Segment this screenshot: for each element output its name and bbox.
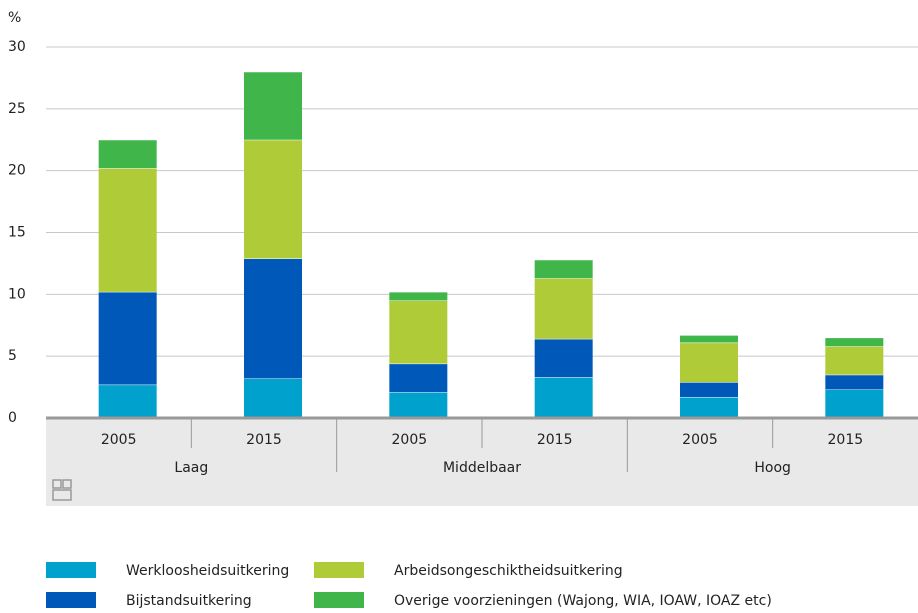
x-tick-label: 2005 [392,432,428,448]
bar-segment [244,378,302,418]
bar-segment [825,337,884,347]
bar-segment [244,139,302,259]
bar-segment [98,168,157,292]
legend-swatch [314,562,364,578]
legend-swatch [46,562,96,578]
y-tick-label: 30 [8,39,26,55]
y-tick-label: 25 [8,101,26,117]
y-tick-label: 15 [8,225,26,241]
bar-segment [825,346,884,375]
legend-label: Overige voorzieningen (Wajong, WIA, IOAW… [394,593,772,609]
bar-segment [389,363,448,393]
bar-segment [534,259,593,279]
bar-segment [534,278,593,339]
bar-segment [825,389,884,418]
group-label: Hoog [754,460,791,476]
group-label: Middelbaar [443,460,521,476]
x-tick-label: 2015 [828,432,864,448]
x-tick-label: 2005 [682,432,718,448]
bar-segment [534,338,593,378]
legend-label: Bijstandsuitkering [126,593,252,609]
x-tick-label: 2015 [537,432,573,448]
y-tick-label: 0 [8,410,17,426]
y-tick-label: 5 [8,348,17,364]
legend-label: Werkloosheidsuitkering [126,563,289,579]
bar-segment [389,291,448,301]
bar-segment [534,377,593,418]
legend-swatch [46,592,96,608]
y-unit: % [8,10,21,26]
bar-segment [98,384,157,418]
logo [52,479,72,501]
x-tick-label: 2005 [101,432,137,448]
bar-segment [244,258,302,379]
y-tick-label: 10 [8,286,26,302]
bar-segment [680,396,738,418]
bar-segment [680,342,738,383]
legend-label: Arbeidsongeschiktheidsuitkering [394,563,623,579]
group-label: Laag [174,460,208,476]
bar-segment [244,71,302,140]
x-tick-label: 2015 [246,432,282,448]
legend-swatch [314,592,364,608]
bar-segment [98,291,157,385]
bar-segment [389,392,448,418]
bar-segment [98,139,157,169]
bar-segment [825,374,884,390]
bar-segment [680,382,738,397]
bar-segment [389,300,448,364]
y-tick-label: 20 [8,163,26,179]
bar-segment [680,335,738,343]
